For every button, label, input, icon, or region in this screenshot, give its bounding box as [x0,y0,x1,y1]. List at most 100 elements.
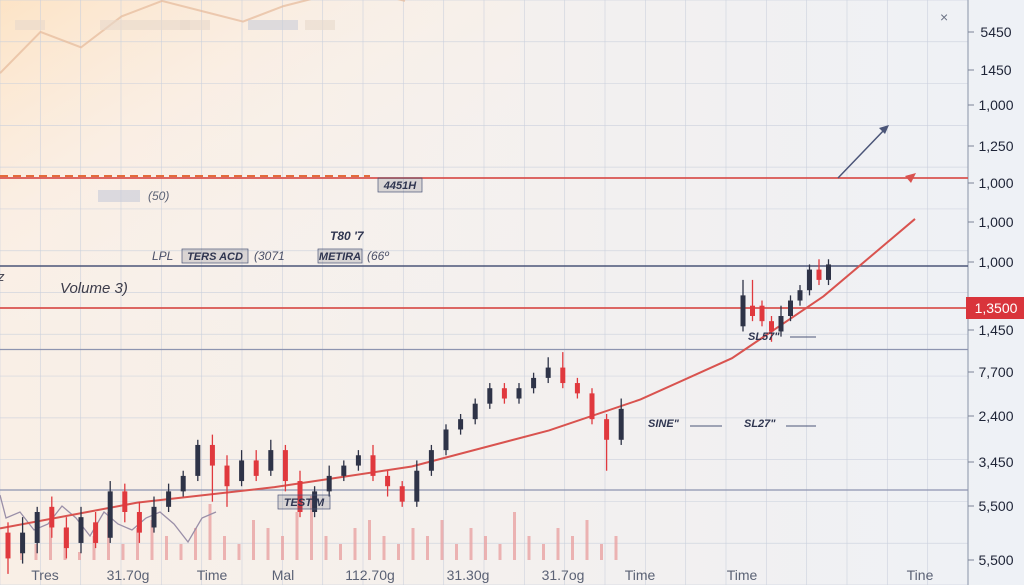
legend-left-prefix: LPL [152,249,173,263]
marker-2: SINE" [648,418,680,430]
volume-bar [600,544,603,560]
marker-3: SL27" [744,418,776,430]
y-tick-label: 1450 [980,62,1011,78]
candle-18-body [268,450,274,471]
volume-bar [237,544,241,560]
volume-bar [324,536,328,560]
x-tick-label: Time [197,567,228,583]
candle-35-body [516,388,522,399]
candle-16-body [239,460,245,482]
candle-5-body [78,517,84,543]
candle-41-body [604,419,610,440]
volume-bar [310,496,313,560]
left-cut-label: z [0,269,5,284]
candle-38-body [560,367,566,384]
volume-line [0,494,217,544]
volume-bar [78,552,81,560]
testim-tag-box [277,494,331,510]
candle-12-body [180,475,186,492]
candle-28-body [414,470,420,502]
y-tick-label: 3,450 [978,454,1013,470]
candle-21-body [312,491,318,512]
x-tick-label: Mal [272,567,295,583]
candle-3-body [49,506,55,528]
x-tick-label: 31.70g [107,567,150,583]
volume-bar [194,528,197,560]
candle-34-body [501,388,507,399]
volume-bar [165,536,168,560]
volume-bar [252,520,255,560]
volume-label: Volume 3) [60,280,128,297]
candle-11-body [166,491,172,507]
glow-overlay [0,0,520,320]
volume-bar [121,544,125,560]
volume-bar [34,544,38,560]
candle-late-1-body [750,305,755,316]
volume-bar [266,528,270,560]
volume-bar [513,512,516,560]
candle-late-0-body [740,295,746,327]
volume-bar [484,536,487,560]
y-tick-label: 1,000 [978,254,1013,270]
y-tick-label: 1,000 [978,175,1013,191]
candle-late-9-body [826,264,831,280]
close-glyph[interactable]: × [940,9,948,25]
volume-bar [527,536,531,560]
legend-left-tag-box [181,248,249,264]
candle-20-body [297,481,303,512]
volume-bar [223,536,226,560]
trend-arrows [837,125,916,183]
volume-bar [339,544,342,560]
candle-17-body [253,460,259,476]
y-tick-label: 1,000 [978,214,1013,230]
candle-24-body [355,455,361,466]
candle-6-body [93,522,99,543]
grid [0,0,969,585]
candle-late-8-body [816,269,822,280]
candle-late-7-body [807,269,812,291]
top-label-band [305,20,335,30]
candles [5,259,831,574]
volume-bar [295,512,299,560]
candle-13-body [195,444,201,476]
x-tick-label: 31.30g [447,567,490,583]
candle-late-5-body [788,300,793,316]
candle-29-body [428,450,434,471]
x-tick-label: Tres [31,567,58,583]
candle-7-body [107,491,113,538]
small-mid-box [98,190,140,202]
candle-0-body [5,532,11,559]
volume-bar [49,520,52,560]
legend-left-value: (3071 [254,249,285,263]
y-axis: 5450 1450 1,000 1,250 1,000 1,000 1,000 1,3500 1… [966,24,1024,568]
candle-42-body [618,408,624,440]
small-mid-label: (50) [148,189,169,203]
y-tick-label: 5450 [980,24,1011,40]
arrow-upper-shaft [837,127,887,179]
candle-late-2-body [759,305,765,322]
tag-1-box [377,177,423,193]
volume-bar [368,520,371,560]
volume-bar [498,544,502,560]
marker-1: SL57" [748,331,780,343]
tag-2: T80 '7 [330,229,365,243]
legend-right-tag-box [317,248,363,264]
volume-bar [585,520,589,560]
volume-bar [614,536,618,560]
x-tick-label: Time [625,567,656,583]
candle-19-body [282,450,288,482]
x-tick-label: Tine [907,567,934,583]
candle-27-body [399,486,405,502]
volume-bar [397,544,400,560]
volume-bars [0,494,618,560]
legend-left-tag: TERS ACD [187,251,243,263]
candle-1-body [20,532,26,554]
candle-14-body [209,444,215,466]
candle-32-body [472,403,478,420]
ghost-series [0,0,406,74]
candle-4-body [63,527,69,549]
ghost-line [0,0,406,74]
testim-tag: TESTIM [284,497,325,509]
